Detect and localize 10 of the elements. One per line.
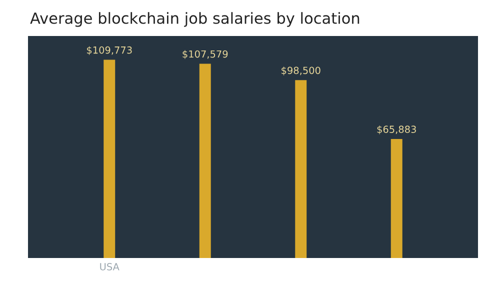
bar <box>390 139 402 258</box>
bar <box>295 80 307 258</box>
data-label: $65,883 <box>377 125 416 134</box>
bar <box>104 60 116 258</box>
data-label: $98,500 <box>282 66 320 76</box>
data-label: $109,773 <box>86 46 132 56</box>
data-label: $107,579 <box>182 50 228 59</box>
x-tick-label: USA <box>100 263 120 270</box>
bar <box>199 64 211 258</box>
chart-title: Average blockchain job salaries by location <box>30 12 360 27</box>
